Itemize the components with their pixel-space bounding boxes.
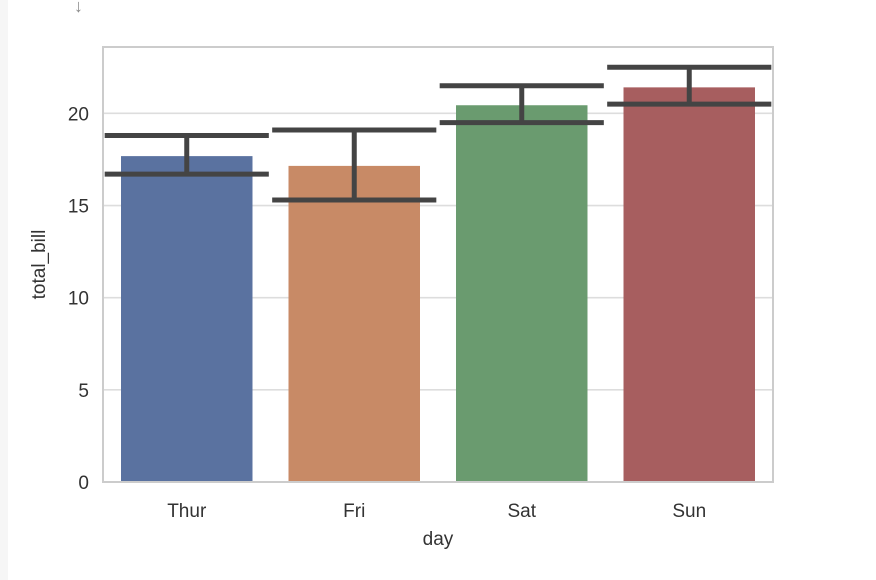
bar-thur <box>121 156 253 482</box>
output-cell: ↓ 0 5 10 15 20 Thur Fri Sat Sun day total_bill <box>8 0 876 580</box>
x-axis-label: day <box>423 529 454 550</box>
x-tick-label-sun: Sun <box>672 501 706 522</box>
y-axis-label: total_bill <box>29 230 50 300</box>
y-tick-label-10: 10 <box>68 289 89 310</box>
bar-fri <box>288 165 420 483</box>
x-tick-label-fri: Fri <box>343 501 365 522</box>
y-tick-label-5: 5 <box>78 381 89 402</box>
down-arrow-icon: ↓ <box>74 0 83 16</box>
bar-sun <box>623 87 755 483</box>
y-tick-label-15: 15 <box>68 197 89 218</box>
x-tick-labels: Thur Fri Sat Sun <box>167 501 706 522</box>
bar-chart: 0 5 10 15 20 Thur Fri Sat Sun day total_bill <box>29 46 774 550</box>
y-tick-label-20: 20 <box>68 104 89 125</box>
bar-sat <box>456 105 588 483</box>
error-bars <box>104 64 772 203</box>
y-tick-labels: 0 5 10 15 20 <box>68 104 89 494</box>
plot-frame <box>102 46 774 483</box>
x-tick-label-thur: Thur <box>167 501 207 522</box>
bars <box>121 87 755 483</box>
x-tick-label-sat: Sat <box>507 501 536 522</box>
y-tick-label-0: 0 <box>78 473 89 494</box>
